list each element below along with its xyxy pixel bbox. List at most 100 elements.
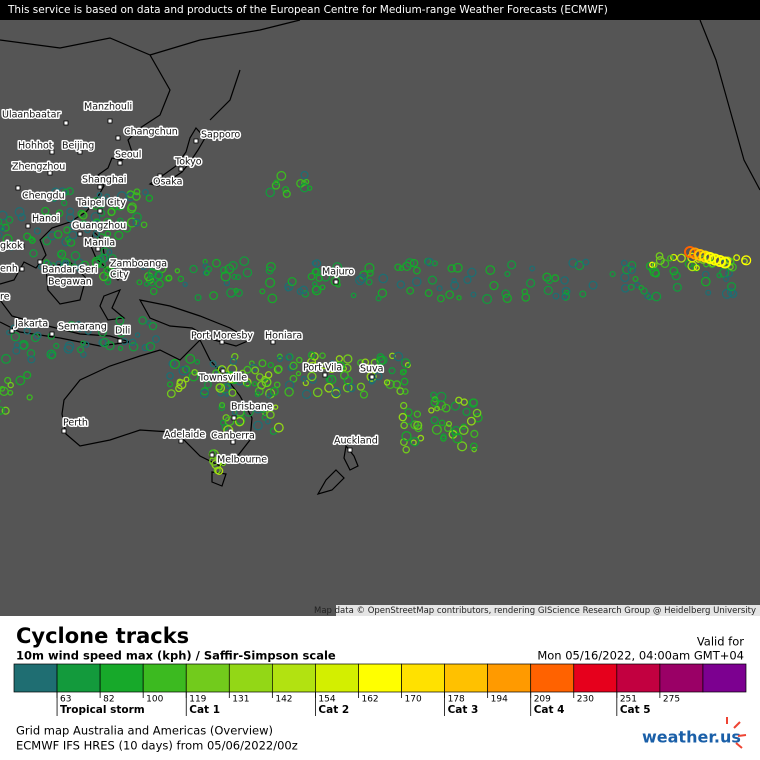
- track-point: [670, 253, 678, 262]
- track-point: [140, 263, 148, 271]
- coast-philippines: [89, 230, 125, 281]
- logo: weather.us: [642, 728, 741, 747]
- track-point: [526, 278, 536, 288]
- track-point: [66, 207, 75, 216]
- track-point: [128, 338, 137, 347]
- track-point: [364, 262, 375, 274]
- city-label: Canberra: [211, 431, 255, 442]
- scale-swatch: [185, 663, 230, 693]
- track-point: [75, 320, 82, 328]
- track-point: [182, 365, 191, 374]
- track-point: [311, 285, 322, 296]
- color-scale: 63 82 100 119 131 142 154 162 170 178 194 209 230 251…: [13, 663, 747, 716]
- track-point: [620, 259, 628, 267]
- track-point: [652, 269, 661, 278]
- track-point: [396, 387, 405, 396]
- map-background: [0, 0, 760, 616]
- track-point: [0, 385, 6, 392]
- track-point: [79, 211, 88, 220]
- track-point: [239, 256, 250, 267]
- track-point: [276, 355, 284, 363]
- city-label: Melbourne: [217, 455, 267, 466]
- track-point: [470, 291, 477, 298]
- track-point: [330, 276, 341, 287]
- track-point: [560, 276, 569, 285]
- track-point: [307, 361, 318, 372]
- track-point: [719, 256, 731, 269]
- track-point: [0, 231, 3, 239]
- track-point: [725, 269, 733, 278]
- track-point: [251, 381, 258, 387]
- track-point: [215, 383, 223, 391]
- city-marker: [193, 138, 199, 144]
- track-point: [463, 275, 472, 285]
- track-point: [117, 345, 124, 351]
- track-point: [174, 268, 181, 274]
- track-point: [445, 420, 453, 427]
- city-marker: [220, 368, 226, 374]
- city-label: re: [0, 292, 10, 303]
- track-point: [450, 280, 460, 290]
- track-point: [457, 441, 468, 452]
- track-point: [47, 231, 57, 241]
- track-point: [502, 293, 512, 304]
- scale-swatch: [401, 663, 445, 693]
- track-point: [227, 364, 238, 375]
- track-point: [443, 424, 452, 433]
- city-marker: [49, 149, 55, 155]
- track-point: [147, 273, 154, 280]
- track-point: [183, 376, 190, 383]
- track-point: [272, 404, 279, 410]
- track-point: [326, 374, 337, 385]
- track-point: [71, 220, 79, 228]
- track-point: [392, 380, 401, 389]
- track-point: [716, 272, 723, 279]
- track-point: [80, 260, 89, 270]
- track-point: [165, 274, 173, 282]
- city-marker: [25, 223, 31, 229]
- track-point: [438, 419, 446, 427]
- track-point: [632, 275, 639, 283]
- track-point: [640, 287, 648, 295]
- city-label: Zhengzhou: [12, 162, 65, 173]
- track-point: [319, 352, 326, 359]
- track-point: [38, 263, 44, 270]
- track-point: [627, 260, 637, 270]
- track-point: [451, 277, 457, 284]
- track-point: [14, 207, 25, 217]
- city-label: Shanghai: [82, 175, 126, 186]
- track-point: [470, 429, 479, 438]
- track-point: [122, 224, 132, 233]
- scale-swatch: [444, 663, 488, 693]
- track-point: [217, 390, 224, 397]
- track-point: [402, 445, 411, 454]
- track-point: [85, 200, 92, 207]
- track-point: [378, 273, 389, 284]
- track-point: [126, 203, 137, 214]
- track-point: [0, 218, 3, 225]
- track-point: [469, 442, 478, 451]
- track-point: [169, 358, 181, 370]
- track-point: [299, 183, 310, 193]
- city-marker: [333, 279, 339, 285]
- track-point: [289, 361, 298, 371]
- track-point: [97, 233, 106, 242]
- scale-swatch: [573, 663, 618, 693]
- city-label: Honiara: [265, 331, 302, 342]
- track-point: [223, 425, 234, 436]
- track-point: [178, 365, 189, 376]
- city-label: Beijing: [62, 141, 94, 152]
- track-point: [412, 266, 421, 275]
- city-marker: [178, 166, 184, 172]
- logo-sun: [726, 717, 747, 749]
- track-point: [55, 209, 64, 218]
- track-point: [727, 282, 737, 292]
- scale-tick-label: 170: [405, 695, 422, 705]
- track-point: [357, 273, 367, 283]
- track-point: [128, 342, 139, 352]
- track-point: [23, 371, 32, 380]
- track-point: [70, 251, 81, 261]
- track-point: [23, 327, 31, 335]
- track-point: [117, 217, 124, 225]
